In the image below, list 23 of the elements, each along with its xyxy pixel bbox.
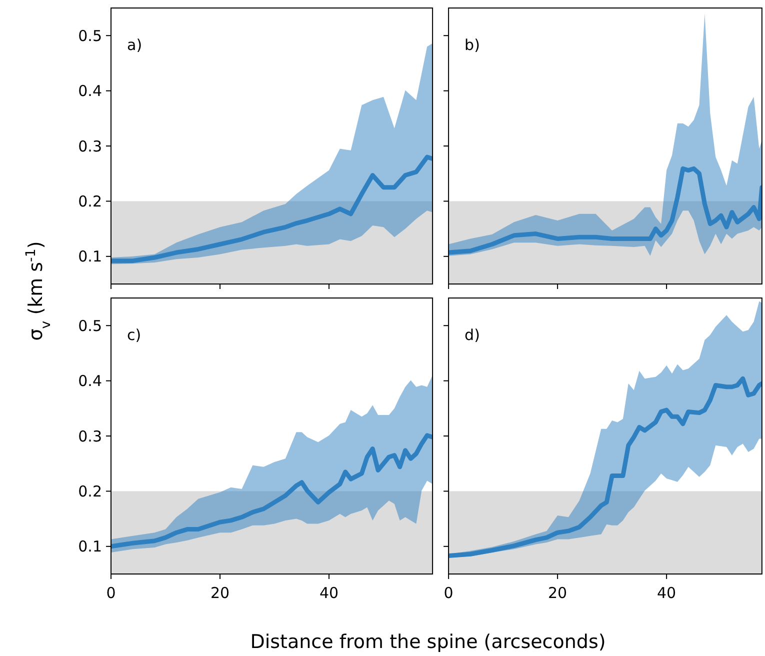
- annotation: a): [127, 36, 142, 54]
- x-tick-label: 20: [210, 584, 230, 602]
- y-tick-label: 0.3: [78, 137, 102, 156]
- x-tick-label: 0: [444, 584, 454, 602]
- x-tick-label: 40: [319, 584, 339, 602]
- x-tick-label: 40: [657, 584, 676, 602]
- line-series: [111, 433, 433, 549]
- y-tick-label: 0.4: [78, 372, 102, 390]
- x-tick-label: 20: [548, 584, 568, 602]
- annotation: b): [464, 36, 480, 54]
- y-tick-label: 0.4: [78, 82, 102, 100]
- annotation: c): [127, 326, 142, 344]
- line-series: [111, 154, 433, 264]
- y-tick-label: 0.3: [78, 427, 102, 446]
- y-tick-label: 0.5: [78, 26, 102, 45]
- x-axis-title: Distance from the spine (arcseconds): [250, 631, 606, 653]
- y-tick-label: 0.2: [78, 192, 102, 210]
- annotation: d): [464, 326, 480, 344]
- y-tick-label: 0.1: [78, 248, 102, 266]
- y-tick-label: 0.1: [78, 538, 102, 556]
- y-tick-label: 0.2: [78, 482, 102, 500]
- y-tick-label: 0.5: [78, 316, 102, 335]
- x-tick-label: 0: [106, 584, 116, 602]
